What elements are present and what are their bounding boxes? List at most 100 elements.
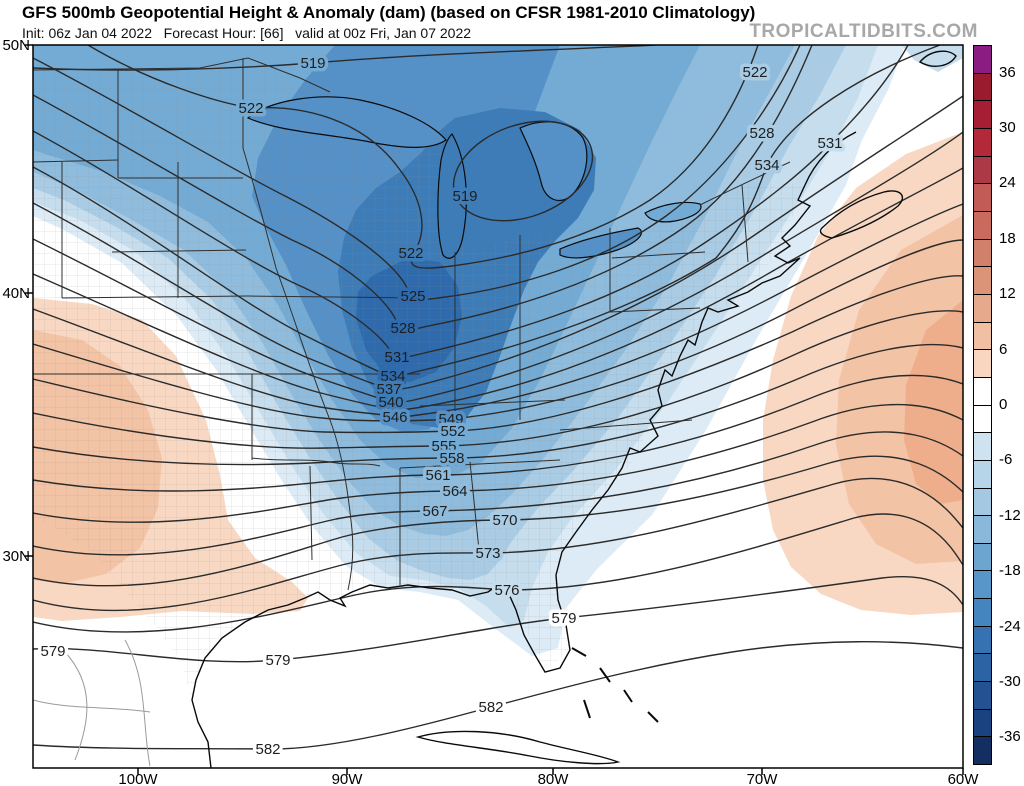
height-contours (33, 45, 963, 750)
contour-label-582: 582 (478, 699, 503, 716)
contour-line-579 (33, 576, 963, 663)
atlantic-gulf-coastline (191, 184, 812, 768)
model-init-line: Init: 06z Jan 04 2022 Forecast Hour: [66… (22, 25, 472, 41)
county-grid-texture (33, 58, 805, 700)
contour-line-552 (33, 275, 963, 434)
colorbar-segment (974, 72, 991, 101)
lon-tick-label: 100W (118, 771, 158, 786)
contour-label-531: 531 (384, 349, 409, 366)
contour-label-582: 582 (255, 741, 280, 758)
contour-line-519 (33, 45, 656, 71)
contour-line-558 (33, 343, 963, 466)
contour-line-570 (33, 455, 963, 587)
contour-label-528: 528 (390, 320, 415, 337)
contour-label-528: 528 (749, 125, 774, 142)
colorbar-segment (974, 266, 991, 294)
colorbar-tick-label: 6 (999, 340, 1008, 358)
colorbar-segment (974, 432, 991, 460)
colorbar-segment (974, 238, 991, 267)
colorbar-segment (974, 708, 991, 737)
contour-line-537 (33, 95, 963, 391)
contour-label-522: 522 (238, 100, 263, 117)
contour-line-567 (33, 431, 963, 556)
contour-line-576 (33, 513, 963, 633)
contour-label-534: 534 (754, 157, 779, 174)
colorbar-tick-label: -24 (999, 617, 1021, 635)
contour-line-519-closed-low (452, 120, 594, 222)
contour-label-522: 522 (398, 245, 423, 262)
contour-line-522 (87, 45, 759, 269)
colorbar-segment (974, 100, 991, 128)
contour-label-519: 519 (300, 55, 325, 72)
contour-line-543 (33, 167, 963, 411)
contour-line-573 (33, 477, 963, 612)
contour-label-570: 570 (492, 512, 517, 529)
lon-tick-label: 90W (332, 771, 364, 786)
contour-label-579: 579 (551, 610, 576, 627)
lon-tick-label: 70W (747, 771, 779, 786)
nova-scotia-outline (819, 190, 903, 239)
contour-label-519: 519 (452, 188, 477, 205)
map-frame (32, 44, 964, 769)
colorbar-tick-label: -36 (999, 728, 1021, 746)
colorbar-tick-label: -18 (999, 562, 1021, 580)
contour-line-582 (33, 641, 963, 750)
colorbar-segment (974, 183, 991, 211)
contour-label-540: 540 (378, 394, 403, 411)
colorbar-segment (974, 46, 991, 73)
lon-tick-label: 80W (538, 771, 570, 786)
colorbar-segment (974, 570, 991, 599)
colorbar-segment (974, 487, 991, 516)
colorbar-tick-label: 36 (999, 63, 1016, 81)
contour-label-579: 579 (265, 652, 290, 669)
lat-tick-label: 40N (2, 285, 30, 302)
colorbar-segment (974, 681, 991, 709)
cuba-outline (415, 730, 621, 765)
contour-line-525 (33, 45, 801, 301)
contour-label-579: 579 (40, 643, 65, 660)
lat-tick-label: 30N (2, 548, 30, 565)
colorbar-segment (974, 653, 991, 682)
lat-tick-label: 50N (2, 37, 30, 54)
anomaly-colorbar (973, 45, 992, 765)
colorbar-segment (974, 625, 991, 654)
maine-canada-coast (804, 131, 857, 186)
colorbar-tick-label: 18 (999, 229, 1016, 247)
colorbar-segment (974, 349, 991, 377)
contour-line-555 (33, 310, 963, 449)
colorbar-segment (974, 736, 991, 765)
tropicaltidbits-watermark: TROPICALTIDBITS.COM (749, 21, 978, 42)
colorbar-segment (974, 542, 991, 571)
contour-line-561 (33, 374, 963, 492)
colorbar-segment (974, 127, 991, 156)
colorbar-segment (974, 459, 991, 488)
contour-line-540 (33, 131, 963, 404)
contour-line-528 (33, 45, 813, 331)
contour-label-549: 549 (438, 411, 463, 428)
contour-line-546 (33, 203, 963, 418)
colorbar-tick-label: 30 (999, 119, 1016, 137)
colorbar-segment (974, 155, 991, 184)
colorbar-tick-label: -6 (999, 451, 1013, 469)
contour-label-537: 537 (376, 381, 401, 398)
colorbar-segment (974, 376, 991, 405)
colorbar-segment (974, 515, 991, 543)
state-borders (33, 57, 791, 591)
colorbar-segment (974, 404, 991, 433)
contour-line-564 (33, 403, 963, 523)
bahamas-islands (571, 647, 659, 723)
newfoundland-outline (918, 50, 957, 67)
mexico-state-lines (33, 639, 151, 767)
page-title: GFS 500mb Geopotential Height & Anomaly … (22, 3, 756, 22)
contour-label-531: 531 (817, 135, 842, 152)
contour-line-549 (33, 239, 963, 422)
contour-label-576: 576 (494, 582, 519, 599)
colorbar-segment (974, 321, 991, 350)
coastlines (191, 50, 957, 768)
colorbar-tick-label: -12 (999, 506, 1021, 524)
contour-label-573: 573 (475, 545, 500, 562)
contour-label-552: 552 (440, 423, 465, 440)
colorbar-tick-label: 24 (999, 174, 1016, 192)
